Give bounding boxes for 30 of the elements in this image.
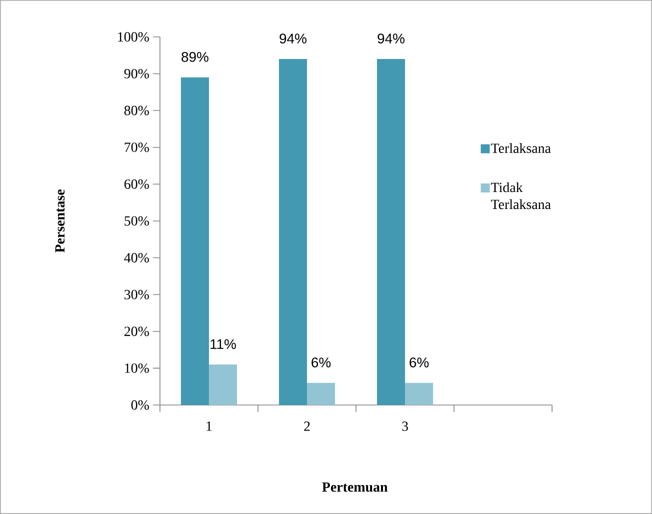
legend-label: Terlaksana — [491, 143, 551, 154]
x-tick-label: 2 — [304, 422, 310, 431]
data-label: 89% — [182, 52, 208, 62]
x-tick-label: 3 — [402, 422, 408, 431]
y-tick-label: 60% — [124, 179, 149, 189]
bar — [208, 364, 238, 406]
y-tick-label: 20% — [124, 326, 149, 336]
y-tick-label: 50% — [124, 216, 149, 226]
data-label: 94% — [378, 34, 404, 44]
x-axis-title: Pertemuan — [322, 482, 388, 492]
y-tick-label: 0% — [131, 400, 149, 410]
x-tick-label: 1 — [206, 422, 212, 431]
y-tick-label: 80% — [124, 106, 149, 116]
bar — [278, 59, 307, 406]
y-axis-title: Persentase — [55, 190, 65, 253]
data-label: 11% — [210, 339, 236, 350]
y-tick-label: 10% — [125, 363, 149, 373]
data-label: 94% — [280, 34, 306, 44]
y-tick-label: 90% — [124, 69, 149, 78]
data-label: 6% — [410, 358, 429, 368]
y-tick-label: 100% — [118, 32, 149, 42]
bar — [376, 59, 406, 406]
y-tick-label: 70% — [124, 142, 149, 152]
bar — [405, 382, 434, 406]
data-label: 6% — [312, 358, 331, 368]
y-tick-label: 40% — [124, 253, 149, 263]
bar — [180, 77, 209, 406]
y-tick-label: 30% — [124, 290, 149, 300]
legend-label: Tidak Terlaksana — [491, 182, 551, 210]
bar — [306, 382, 336, 406]
